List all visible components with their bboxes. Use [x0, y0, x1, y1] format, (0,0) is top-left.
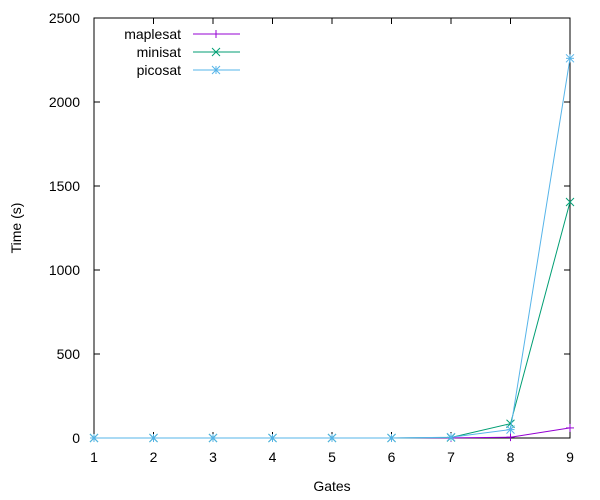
data-point-star	[208, 433, 218, 443]
legend: maplesat minisat picosat	[124, 26, 240, 78]
data-point-cross	[565, 197, 575, 207]
x-tick-label: 2	[150, 449, 158, 465]
series-line	[94, 58, 571, 439]
x-tick-label: 6	[388, 449, 396, 465]
legend-label: minisat	[137, 44, 181, 60]
y-tick-label: 1000	[49, 262, 80, 278]
x-tick-label: 3	[209, 449, 217, 465]
series-minisat	[89, 197, 575, 443]
data-point-plus	[212, 30, 220, 38]
x-tick-label: 5	[328, 449, 336, 465]
y-tick-label: 0	[72, 430, 80, 446]
series-line	[94, 201, 571, 439]
axis-ticks: 1 2 3 4 5 6 7 8 9 0 500 1000 1500 2000 2500	[49, 10, 574, 465]
data-point-star	[387, 433, 396, 443]
series-picosat	[89, 53, 575, 443]
data-point-plus	[506, 433, 515, 442]
x-tick-label: 8	[507, 449, 515, 465]
data-point-star	[565, 53, 575, 63]
x-tick-label: 4	[269, 449, 277, 465]
legend-entry: minisat	[137, 44, 240, 60]
data-point-star	[446, 432, 456, 442]
data-point-plus	[566, 423, 574, 432]
x-axis-label: Gates	[313, 478, 350, 494]
legend-label: maplesat	[124, 26, 181, 42]
data-point-star	[89, 433, 99, 443]
x-tick-label: 9	[566, 449, 574, 465]
y-tick-label: 1500	[49, 178, 80, 194]
y-tick-label: 500	[57, 346, 81, 362]
data-point-star	[327, 433, 337, 443]
data-point-star	[268, 433, 277, 443]
legend-label: picosat	[137, 62, 181, 78]
plot-frame	[93, 17, 571, 439]
x-tick-label: 7	[447, 449, 455, 465]
y-tick-label: 2500	[49, 10, 80, 26]
data-point-cross	[211, 47, 221, 57]
x-tick-label: 1	[90, 449, 98, 465]
legend-entry: picosat	[137, 62, 240, 78]
y-axis-label: Time (s)	[8, 203, 24, 254]
legend-entry: maplesat	[124, 26, 240, 42]
data-point-star	[211, 65, 221, 75]
y-tick-label: 2000	[49, 94, 80, 110]
series-layer	[89, 53, 575, 443]
data-point-star	[149, 433, 158, 443]
data-point-star	[506, 425, 515, 434]
